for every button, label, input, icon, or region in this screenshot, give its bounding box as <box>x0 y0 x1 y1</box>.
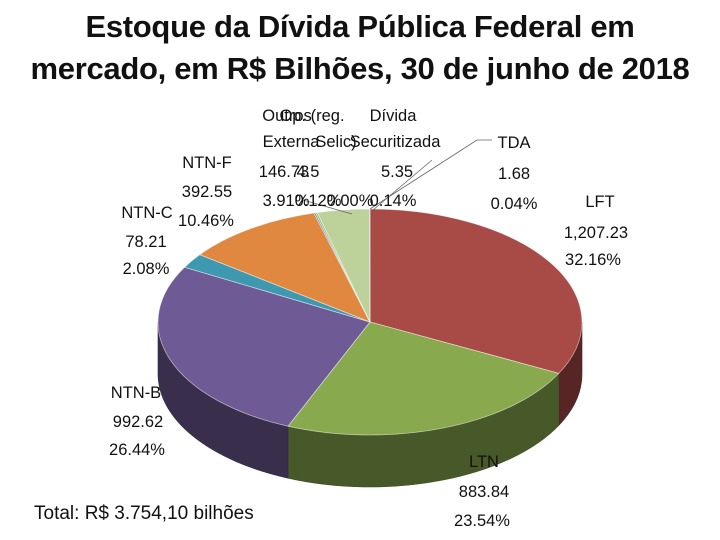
label-percent-ntn-c: 2.08% <box>123 260 170 278</box>
label-value-lft: 1,207.23 <box>564 224 628 242</box>
label-value-tda: 1.68 <box>498 165 530 183</box>
label-name-divida-securitizada-1: Dívida <box>370 107 418 125</box>
label-value-divida-securitizada: 5.35 <box>381 163 413 181</box>
total-note: Total: R$ 3.754,10 bilhões <box>34 503 254 524</box>
label-name-ltn: LTN <box>469 453 499 471</box>
leader-outros <box>302 199 353 215</box>
label-name-divida-externa: Externa <box>263 133 321 151</box>
label-percent-divida-externa: 0.00% <box>327 192 374 210</box>
label-percent-ntn-b: 26.44% <box>109 441 165 459</box>
label-percent-ltn: 23.54% <box>454 512 510 530</box>
chart-title: Estoque da Dívida Pública Federal em mer… <box>0 6 720 90</box>
label-value-ltn: 883.84 <box>459 483 509 501</box>
label-name-tda: TDA <box>498 134 531 152</box>
pie-top-layer <box>157 208 583 436</box>
label-name-outros: Outros <box>262 107 312 125</box>
label-name-ntn-b: NTN-B <box>111 384 161 402</box>
chart-title-line1: Estoque da Dívida Pública Federal em <box>85 9 635 44</box>
pie-slice-tda <box>368 208 371 323</box>
label-value-ntn-c: 78.21 <box>125 233 166 251</box>
label-value-ntn-f: 392.55 <box>182 183 232 201</box>
label-percent-divida-securitizada: 0.14% <box>370 192 417 210</box>
pie-leader-lines <box>302 139 492 215</box>
pie-slice-ntn-b <box>157 266 371 427</box>
label-value-op: 146.73 <box>259 163 309 181</box>
leader-divida-securitizada <box>372 159 433 211</box>
label-name-lft: LFT <box>585 193 614 211</box>
pie-labels: LFT 1,207.23 32.16% TDA 1.68 0.04% LTN 883.84 23… <box>109 107 628 530</box>
label-percent-outros: 0.12% <box>295 192 342 210</box>
label-value-outros: 4.5 <box>297 163 320 181</box>
label-name-ntn-c: NTN-C <box>121 204 172 222</box>
label-percent-op: 3.91% <box>263 192 310 210</box>
label-percent-lft: 32.16% <box>565 251 621 269</box>
label-percent-tda: 0.04% <box>491 195 538 213</box>
chart-title-line2: mercado, em R$ Bilhões, 30 de junho de 2… <box>30 51 690 86</box>
label-value-ntn-b: 992.62 <box>113 413 163 431</box>
pie-slice-ntn-f <box>198 212 371 323</box>
label-name-ntn-f: NTN-F <box>182 154 231 172</box>
pie-slice-lft <box>369 208 583 374</box>
label-name-divida-securitizada-2: Securitizada <box>350 133 442 151</box>
label-name-op-2: Selic) <box>315 133 356 151</box>
label-name-op-1: Op. (reg. <box>279 107 344 125</box>
pie-slice-ltn <box>287 321 560 436</box>
label-percent-ntn-f: 10.46% <box>178 212 234 230</box>
